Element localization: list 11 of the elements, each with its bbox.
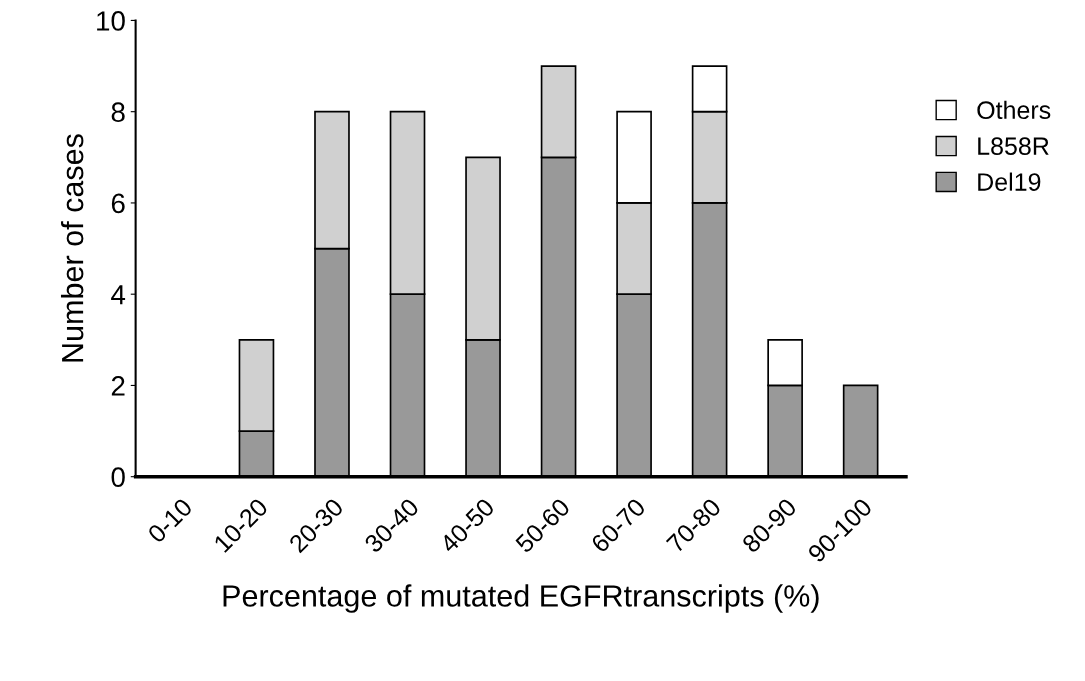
y-tick-label: 2	[111, 376, 125, 396]
x-axis-title: Percentage of mutated EGFRtranscripts (%)	[223, 584, 819, 613]
y-tick-label: 8	[111, 102, 125, 123]
y-tick-label: 4	[111, 285, 126, 305]
y-tick-label: 10	[97, 11, 125, 31]
y-tick-label: 0	[111, 467, 125, 488]
legend-label: Others	[977, 100, 1051, 120]
y-axis-title: Number of cases	[60, 134, 84, 362]
legend-label: Del19	[978, 172, 1041, 191]
legend-label: L858R	[978, 137, 1049, 155]
y-tick-label: 6	[111, 193, 125, 214]
